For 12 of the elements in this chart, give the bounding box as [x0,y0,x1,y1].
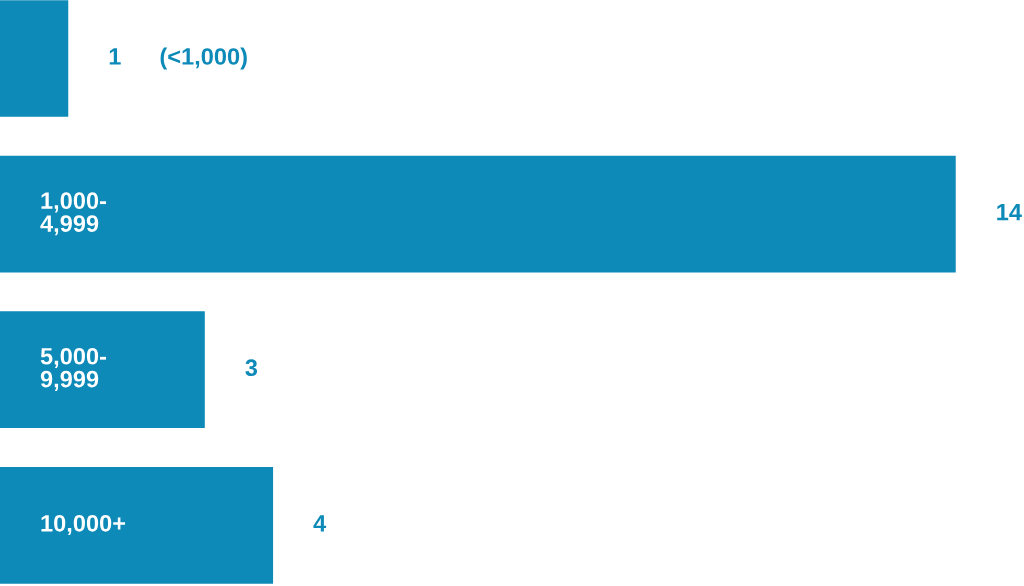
bar [0,466,274,584]
bar [0,0,69,117]
data-label: 3 [245,359,258,377]
data-label: 1 [109,48,121,65]
y-tick-label: 1,000- 4,999 [40,192,106,236]
bar [0,155,956,273]
data-label: 4 [313,515,327,532]
y-tick-label: 10,000+ [41,514,126,536]
bar [0,311,205,429]
y-tick-label: (<1,000) [160,47,247,70]
data-label: 14 [997,203,1022,221]
y-tick-label: 5,000- 9,999 [40,347,106,391]
